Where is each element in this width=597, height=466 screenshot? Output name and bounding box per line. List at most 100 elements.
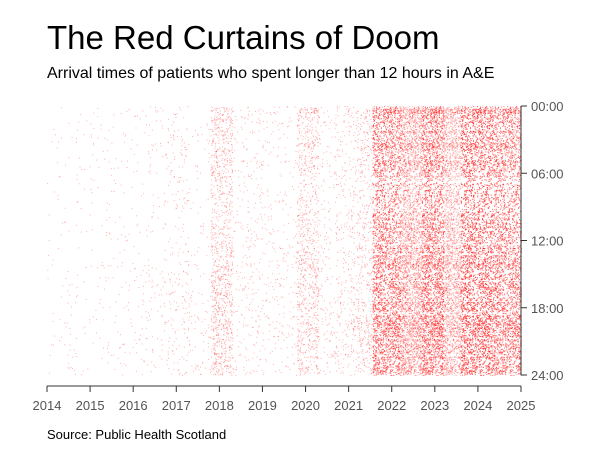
data-point: [298, 293, 299, 294]
data-point: [303, 227, 304, 228]
data-point: [223, 130, 224, 131]
data-point: [216, 124, 217, 125]
data-point: [225, 134, 226, 135]
data-point: [287, 106, 288, 107]
data-point: [201, 226, 202, 227]
data-point: [296, 258, 297, 259]
data-point: [268, 241, 269, 242]
data-point: [171, 293, 172, 294]
data-point: [246, 241, 247, 242]
data-point: [260, 124, 261, 125]
data-point: [181, 236, 182, 237]
data-point: [211, 244, 212, 245]
data-point: [219, 357, 220, 358]
data-point: [215, 343, 216, 344]
data-point: [222, 304, 223, 305]
data-point: [272, 229, 273, 230]
data-point: [297, 309, 298, 310]
data-point: [301, 194, 302, 195]
data-point: [308, 184, 309, 185]
data-point: [228, 340, 229, 341]
data-point: [269, 324, 270, 325]
data-point: [245, 286, 246, 287]
data-point: [231, 187, 232, 188]
data-point: [219, 180, 220, 181]
data-point: [226, 328, 227, 329]
data-point: [218, 324, 219, 325]
data-point: [120, 363, 121, 364]
data-point: [237, 311, 238, 312]
data-point: [307, 168, 308, 169]
data-point: [302, 163, 303, 164]
data-point: [221, 290, 222, 291]
data-point: [98, 286, 99, 287]
data-point: [68, 291, 69, 292]
data-point: [229, 304, 230, 305]
data-point: [225, 241, 226, 242]
data-point: [276, 321, 277, 322]
data-point: [200, 374, 201, 375]
data-point: [91, 192, 92, 193]
data-point: [162, 271, 163, 272]
data-point: [197, 134, 198, 135]
data-point: [148, 259, 149, 260]
data-point: [245, 186, 246, 187]
data-point: [236, 211, 237, 212]
data-point: [216, 156, 217, 157]
data-point: [290, 207, 291, 208]
data-point: [217, 289, 218, 290]
data-point: [224, 220, 225, 221]
data-point: [143, 304, 144, 305]
data-point: [221, 205, 222, 206]
data-point: [303, 321, 304, 322]
data-point: [214, 148, 215, 149]
data-point: [231, 138, 232, 139]
data-point: [178, 130, 179, 131]
data-point: [123, 344, 124, 345]
data-point: [58, 248, 59, 249]
data-point: [318, 110, 319, 111]
data-point: [229, 284, 230, 285]
data-point: [104, 138, 105, 139]
data-point: [183, 181, 184, 182]
data-point: [232, 169, 233, 170]
data-point: [93, 180, 94, 181]
data-point: [227, 290, 228, 291]
data-point: [223, 121, 224, 122]
data-point: [213, 338, 214, 339]
data-point: [222, 151, 223, 152]
data-point: [244, 147, 245, 148]
data-point: [184, 322, 185, 323]
data-point: [170, 254, 171, 255]
data-point: [252, 299, 253, 300]
data-point: [212, 166, 213, 167]
data-point: [93, 144, 94, 145]
data-point: [220, 366, 221, 367]
data-point: [251, 218, 252, 219]
data-point: [76, 138, 77, 139]
data-point: [308, 207, 309, 208]
data-point: [244, 118, 245, 119]
data-point: [218, 124, 219, 125]
data-point: [229, 176, 230, 177]
data-point: [304, 319, 305, 320]
data-point: [125, 136, 126, 137]
data-point: [81, 208, 82, 209]
data-point: [310, 237, 311, 238]
data-point: [292, 177, 293, 178]
data-point: [226, 165, 227, 166]
data-point: [217, 233, 218, 234]
data-point: [221, 131, 222, 132]
data-point: [228, 266, 229, 267]
data-point: [253, 244, 254, 245]
data-point: [306, 303, 307, 304]
data-point: [76, 296, 77, 297]
data-point: [220, 117, 221, 118]
data-point: [228, 171, 229, 172]
data-point: [146, 317, 147, 318]
data-point: [109, 232, 110, 233]
data-point: [274, 248, 275, 249]
data-point: [231, 246, 232, 247]
data-point: [149, 281, 150, 282]
data-point: [165, 282, 166, 283]
